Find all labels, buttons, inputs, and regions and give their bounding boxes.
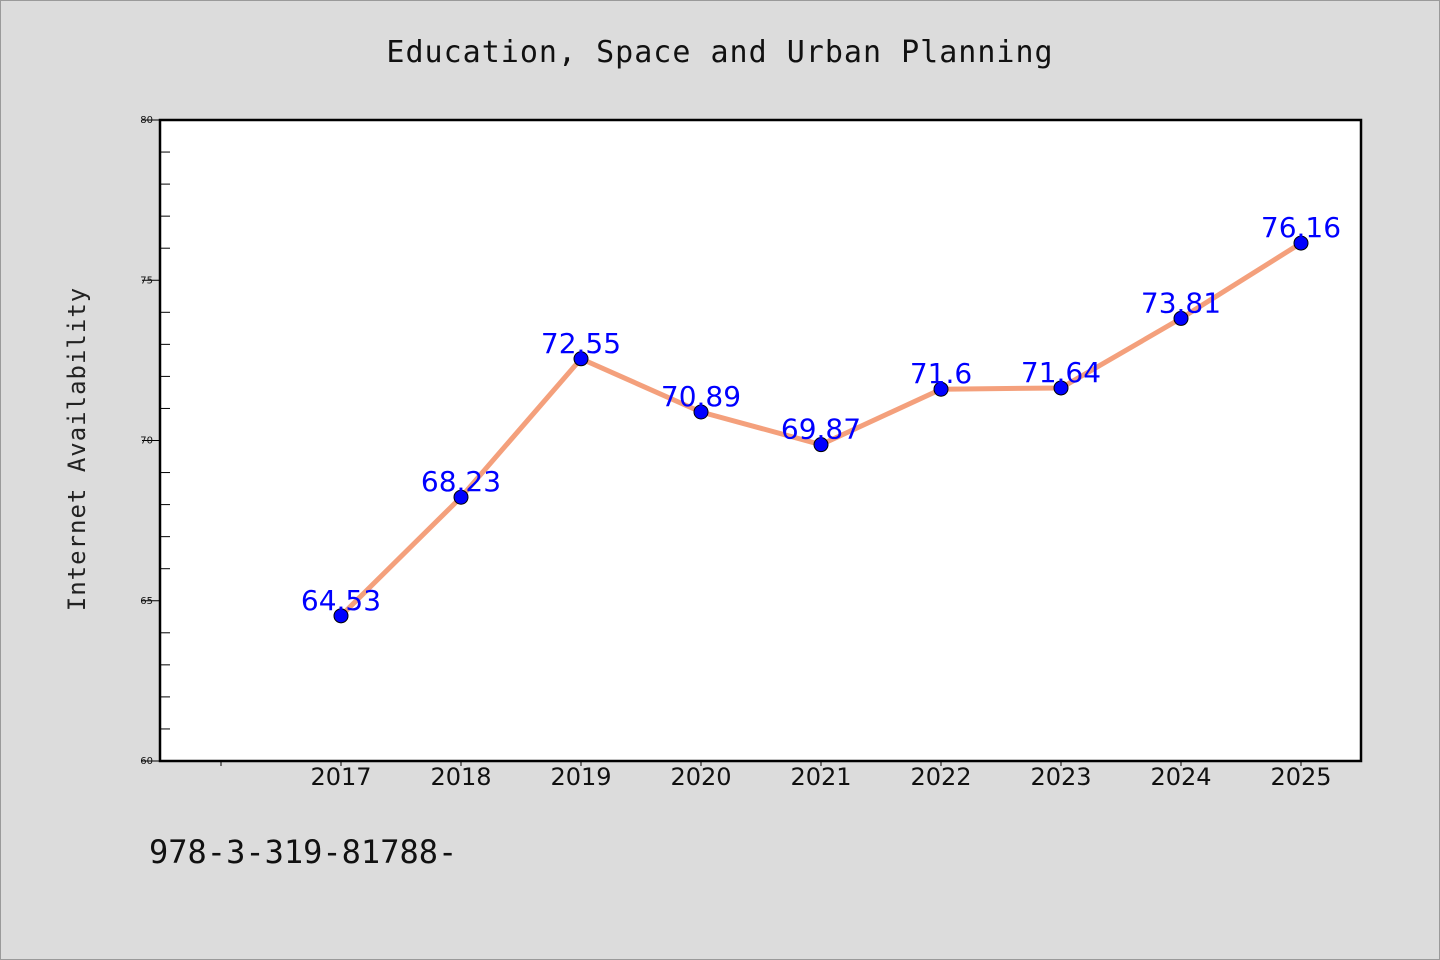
footer-code: 978-3-319-81788-: [149, 833, 458, 871]
data-point: [453, 489, 469, 505]
y-tick-label: 80: [140, 115, 153, 126]
x-tick-label: 2023: [1030, 763, 1091, 791]
data-label: 64.53: [301, 584, 381, 617]
x-tick-label: 2025: [1270, 763, 1331, 791]
data-point: [933, 381, 949, 397]
x-tick-label: 2019: [550, 763, 611, 791]
x-tick-label: 2020: [670, 763, 731, 791]
y-tick-label: 65: [140, 596, 153, 607]
y-tick-label: 70: [140, 436, 153, 447]
x-tick-label: 2024: [1150, 763, 1211, 791]
data-label: 72.55: [541, 327, 621, 360]
y-tick-label: 60: [140, 756, 153, 767]
data-label: 69.87: [781, 413, 861, 446]
data-point: [333, 608, 349, 624]
data-point: [813, 437, 829, 453]
data-label: 76.16: [1261, 211, 1341, 244]
plot-area: [158, 118, 1363, 763]
data-point: [1293, 235, 1309, 251]
x-tick-label: 2017: [310, 763, 371, 791]
y-tick-label: 75: [140, 275, 153, 286]
chart-title: Education, Space and Urban Planning: [386, 35, 1054, 70]
data-label: 71.64: [1021, 356, 1101, 389]
data-label: 70.89: [661, 380, 741, 413]
data-point: [693, 404, 709, 420]
data-point: [1053, 380, 1069, 396]
x-tick-label: 2022: [910, 763, 971, 791]
data-point: [1173, 310, 1189, 326]
data-label: 71.6: [910, 357, 972, 390]
data-point: [573, 351, 589, 367]
x-tick-label: 2021: [790, 763, 851, 791]
x-tick-label: 2018: [430, 763, 491, 791]
data-label: 68.23: [421, 465, 501, 498]
data-label: 73.81: [1141, 286, 1221, 319]
